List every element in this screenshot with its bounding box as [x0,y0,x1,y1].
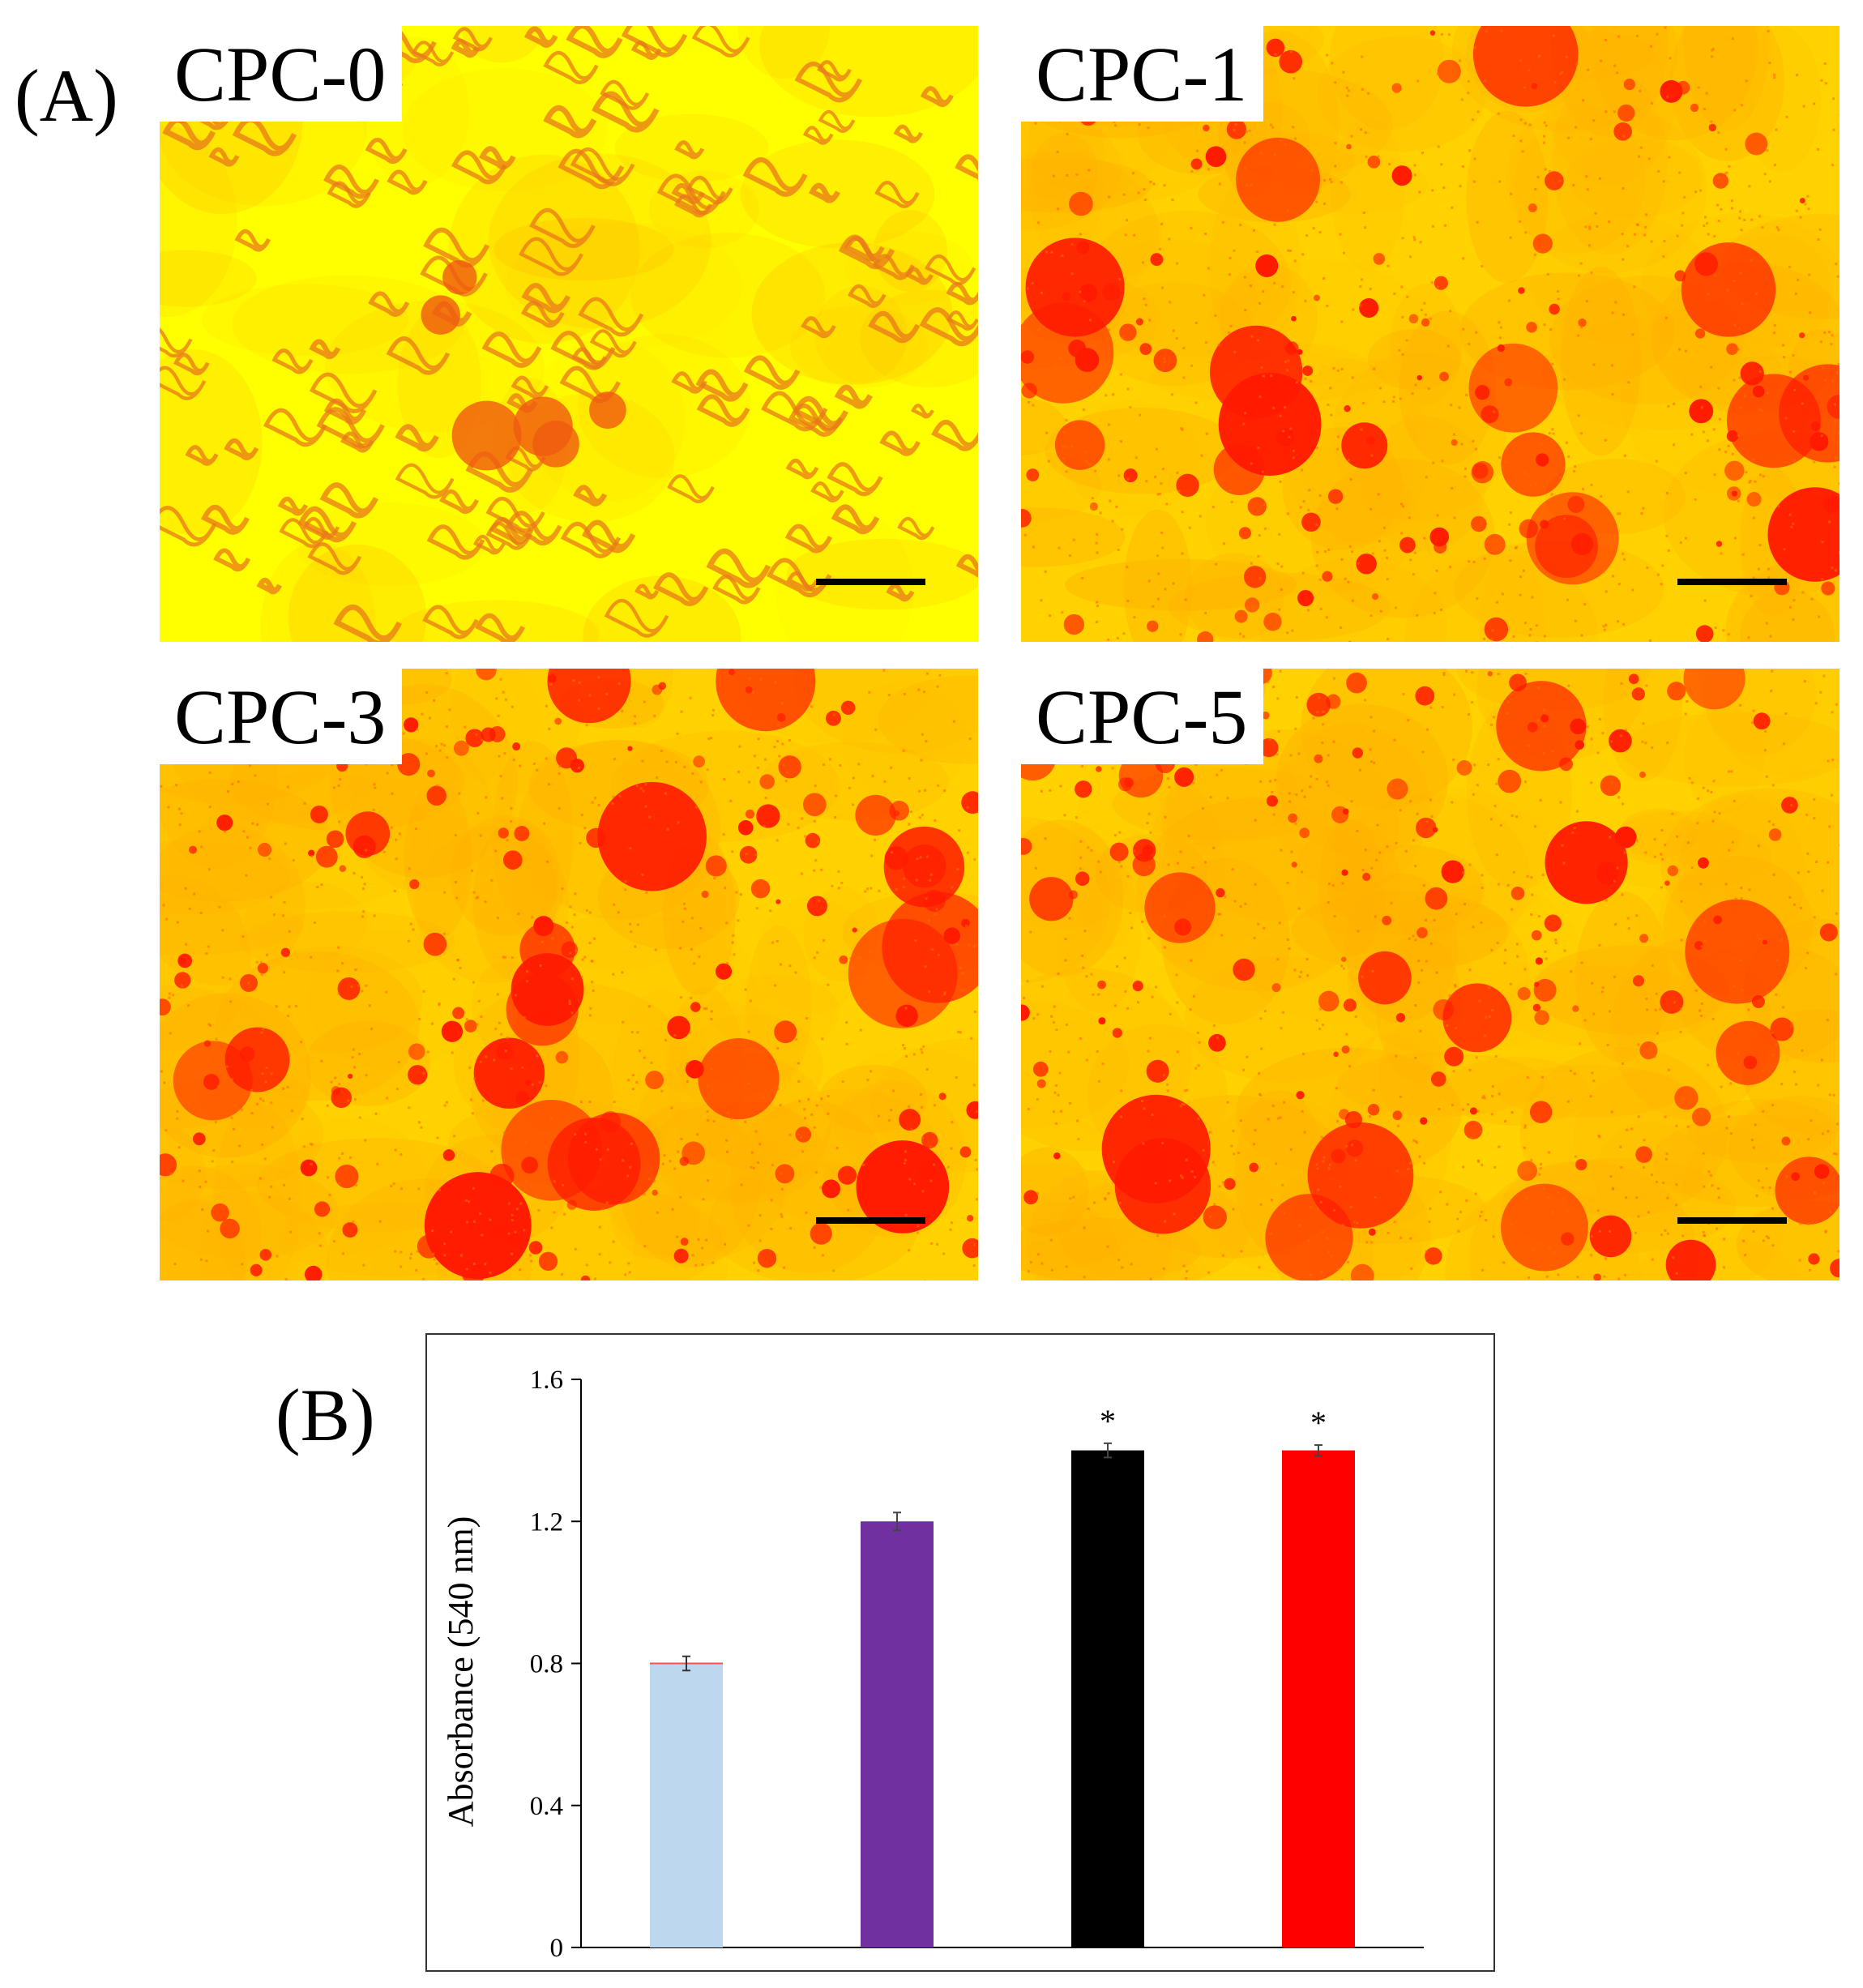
bar-cpc-5 [1282,1450,1355,1947]
y-tick-label: 0.4 [530,1792,563,1821]
bar-cpc-3 [1071,1450,1144,1947]
micrograph-image [1021,669,1839,1280]
y-tick-label: 1.2 [530,1507,563,1537]
micrograph-title: CPC-0 [160,26,403,122]
error-bar [682,1655,690,1672]
significance-marker: * [1100,1403,1116,1439]
significance-marker: * [1310,1404,1327,1441]
scale-bar [816,1217,925,1224]
micrograph-title: CPC-1 [1021,26,1264,122]
micrograph-cpc-5: CPC-5 [1021,669,1839,1280]
y-tick-label: 0.8 [530,1650,563,1679]
scale-bar [1677,1217,1787,1224]
y-tick-label: 1.6 [530,1366,563,1395]
micrograph-cpc-3: CPC-3 [160,669,978,1280]
micrograph-title: CPC-3 [160,669,403,764]
micrograph-cpc-0: CPC-0 [160,26,978,642]
error-bar [1104,1442,1112,1459]
bar-cpc-0 [650,1663,723,1947]
panel-a-label: (A) [15,54,118,137]
scale-bar [1677,579,1787,585]
chart-frame [425,1333,1495,1972]
panel-b-label: (B) [276,1374,375,1456]
bar-cpc-1 [861,1521,934,1947]
error-bar [1314,1444,1322,1457]
micrograph-title: CPC-5 [1021,669,1264,764]
y-axis-title: Absorbance (540 nm) [441,1516,481,1828]
scale-bar [816,579,925,585]
y-tick-label: 0 [550,1934,564,1963]
error-bar [893,1511,901,1532]
micrograph-cpc-1: CPC-1 [1021,26,1839,642]
